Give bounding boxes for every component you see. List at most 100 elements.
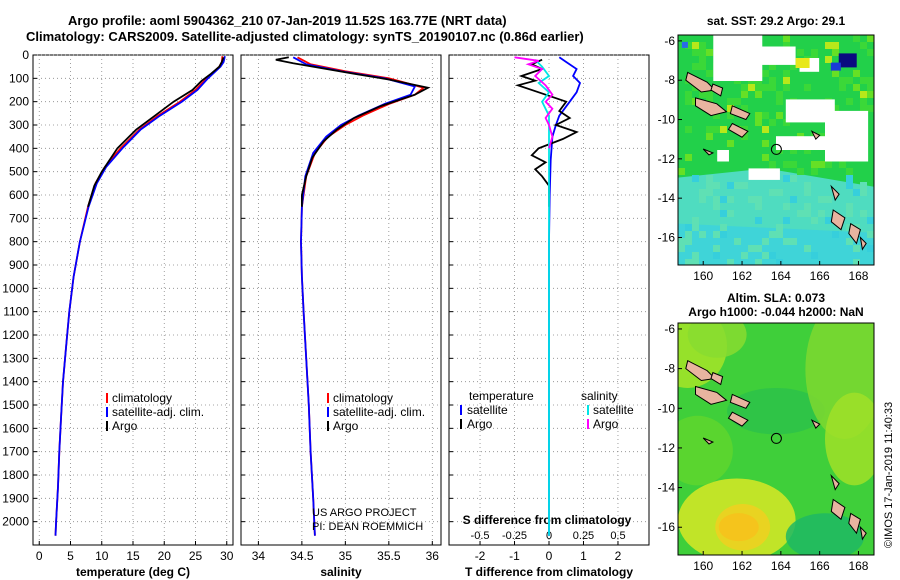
sst-cell — [790, 161, 797, 168]
sst-cell — [783, 161, 790, 168]
sst-cell — [706, 49, 713, 56]
map-x-tick-label: 160 — [693, 269, 713, 283]
island-shape — [685, 71, 716, 93]
y-tick-label: 100 — [9, 71, 29, 85]
series-line-argo — [275, 56, 431, 207]
sst-cell — [811, 49, 818, 56]
y-tick-label: 1000 — [2, 281, 29, 295]
sst-cell — [678, 238, 685, 245]
x-tick-label: 0 — [546, 549, 553, 563]
sla-peak-blob — [718, 513, 759, 542]
legend-label: climatology — [333, 391, 393, 405]
sst-cell — [867, 105, 874, 112]
sst-cell — [783, 70, 790, 77]
sst-cell — [860, 42, 867, 49]
sst-cell — [846, 182, 853, 189]
sst-cell — [713, 126, 720, 133]
sst-cell — [783, 217, 790, 224]
sst-cell — [734, 182, 741, 189]
sst-cell — [755, 196, 762, 203]
island-shape — [830, 184, 840, 202]
sst-cell — [706, 189, 713, 196]
sst-cell — [678, 245, 685, 252]
sst-cell — [706, 126, 713, 133]
sst-cell — [783, 77, 790, 84]
map-panel-sla: 160 162 164 166 168 -6 -8 -10 -12 -14 -16 Altim. SL… — [658, 291, 875, 573]
sst-cell — [867, 77, 874, 84]
map-x-tick-label: 166 — [810, 559, 830, 573]
island-shape — [830, 498, 846, 521]
series-line-argo — [87, 56, 225, 207]
sst-cell — [692, 175, 699, 182]
sst-cell — [713, 203, 720, 210]
sst-cell — [797, 210, 804, 217]
sst-cell — [783, 42, 790, 49]
sst-cell — [727, 182, 734, 189]
sla-anomaly-blob — [825, 392, 874, 486]
sst-dark-patch — [838, 53, 857, 68]
y-tick-label: 700 — [9, 211, 29, 225]
x-tick-label: 2 — [615, 549, 622, 563]
sst-cell — [839, 77, 846, 84]
sst-cell — [776, 147, 783, 154]
map-x-tick-label: 162 — [732, 269, 752, 283]
s-tick-label: 0.25 — [573, 530, 594, 542]
sst-cell — [678, 168, 685, 175]
sst-cell — [727, 140, 734, 147]
sst-cell — [818, 196, 825, 203]
legend-label: Argo — [593, 417, 619, 431]
sst-map-title: sat. SST: 29.2 Argo: 29.1 — [707, 14, 846, 28]
s-tick-label: -0.25 — [502, 530, 527, 542]
island-shape — [702, 148, 715, 156]
sst-cell — [790, 238, 797, 245]
island-shape — [830, 473, 840, 491]
island-shape — [685, 359, 716, 382]
credit-project: US ARGO PROJECT — [312, 507, 417, 519]
map-y-tick-label: -16 — [658, 520, 676, 534]
sst-cell — [846, 98, 853, 105]
map-field — [678, 323, 874, 555]
sst-cell — [685, 42, 692, 49]
x-tick-label: 30 — [220, 549, 234, 563]
sst-cell — [867, 84, 874, 91]
sst-cell — [804, 189, 811, 196]
island-shape — [729, 105, 751, 121]
s-tick-label: 0.5 — [610, 530, 625, 542]
legend-label: satellite — [467, 403, 508, 417]
y-tick-label: 1800 — [2, 468, 29, 482]
sst-cell — [699, 189, 706, 196]
sst-cell — [734, 238, 741, 245]
island-shape — [727, 122, 749, 138]
sst-cell — [699, 49, 706, 56]
x-tick-label: 35 — [339, 549, 353, 563]
sst-cell — [692, 63, 699, 70]
sst-cell — [748, 196, 755, 203]
sst-cell — [804, 203, 811, 210]
y-tick-label: 500 — [9, 165, 29, 179]
x-tick-label: 15 — [126, 549, 140, 563]
sst-cell — [769, 189, 776, 196]
sla-map-title: Altim. SLA: 0.073 — [727, 291, 825, 305]
y-tick-label: 400 — [9, 141, 29, 155]
sst-cell — [846, 168, 853, 175]
map-y-tick-label: -8 — [664, 362, 675, 376]
y-tick-label: 1900 — [2, 491, 29, 505]
sst-cell — [804, 210, 811, 217]
sst-cell — [832, 105, 839, 112]
sst-cell — [846, 238, 853, 245]
sst-cell — [713, 196, 720, 203]
sst-cell — [727, 259, 734, 265]
sst-cell — [790, 63, 797, 70]
sst-cell — [685, 98, 692, 105]
map-x-tick-label: 166 — [810, 269, 830, 283]
sst-cell — [699, 196, 706, 203]
y-tick-label: 1700 — [2, 445, 29, 459]
figure-title-line2: Climatology: CARS2009. Satellite-adjuste… — [26, 29, 584, 44]
sst-cell — [811, 161, 818, 168]
island-shape — [859, 236, 867, 251]
sst-cell — [755, 112, 762, 119]
sst-cell — [811, 168, 818, 175]
sst-cell — [734, 98, 741, 105]
sst-cell — [755, 119, 762, 126]
sst-cell — [860, 189, 867, 196]
